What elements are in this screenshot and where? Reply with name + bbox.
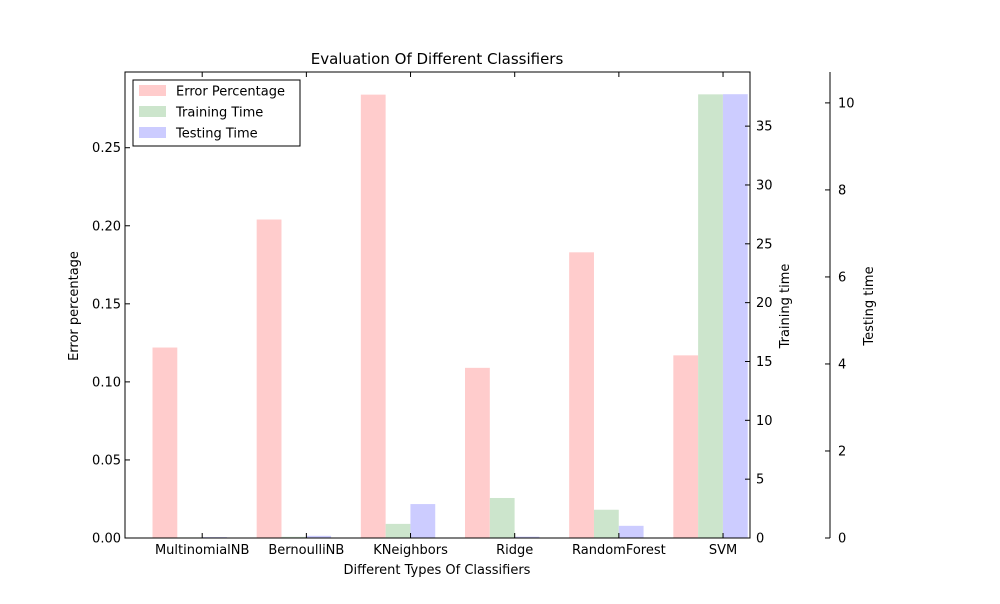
x-axis-label: Different Types Of Classifiers: [344, 563, 531, 578]
bar-training-time-4: [593, 509, 619, 538]
left-tick-label: 0.20: [92, 219, 121, 234]
x-tick-label: RandomForest: [572, 543, 666, 558]
bar-error-percentage-2: [360, 94, 386, 538]
training-tick-label: 15: [756, 355, 773, 370]
plot-border: [124, 71, 751, 539]
bar-training-time-3: [489, 497, 515, 538]
training-tick-label: 25: [756, 237, 773, 252]
testing-tick-label: 0: [838, 532, 846, 547]
left-tick-label: 0.25: [92, 141, 121, 156]
bar-error-percentage-4: [569, 252, 594, 538]
testing-tick-label: 4: [838, 357, 846, 372]
legend-swatch: [139, 127, 166, 138]
x-tick-label: Ridge: [496, 543, 533, 558]
x-tick-label: SVM: [709, 543, 737, 558]
bar-training-time-5: [698, 94, 723, 539]
left-tick-label: 0.10: [92, 375, 121, 390]
testing-tick-label: 6: [838, 270, 846, 285]
bar-testing-time-1: [306, 535, 332, 538]
testing-tick-label: 10: [838, 96, 855, 111]
bar-testing-time-3: [514, 536, 540, 538]
bar-testing-time-4: [618, 525, 644, 538]
bar-error-percentage-5: [673, 355, 699, 538]
bar-training-time-1: [281, 536, 307, 538]
legend-swatch: [139, 106, 166, 117]
legend: Error Percentage Training Time Testing Tim…: [132, 79, 301, 147]
plot-frame: [124, 71, 751, 539]
left-tick-label: 0.15: [92, 297, 121, 312]
bars-layer: [152, 94, 748, 539]
bar-error-percentage-1: [256, 219, 282, 538]
x-tick-label: MultinomialNB: [155, 543, 249, 558]
training-axis-label: Training time: [778, 264, 793, 350]
legend-swatch: [139, 85, 166, 96]
left-axis-label: Error percentage: [67, 251, 82, 361]
training-tick-label: 20: [756, 296, 773, 311]
bar-training-time-2: [385, 523, 411, 538]
bar-error-percentage-3: [465, 367, 490, 538]
left-tick-label: 0.05: [92, 453, 121, 468]
axes-layer: 0.00 0.05 0.10 0.15 0.20 0.25 0 5 10 15 20 25 30 35 0 2…: [92, 72, 855, 558]
training-tick-label: 5: [756, 473, 764, 488]
testing-tick-label: 8: [838, 183, 846, 198]
legend-label: Testing Time: [175, 127, 258, 142]
legend-label: Training Time: [175, 106, 263, 121]
training-tick-label: 10: [756, 414, 773, 429]
legend-label: Error Percentage: [176, 85, 285, 100]
left-tick-label: 0.00: [92, 532, 121, 547]
chart-title: Evaluation Of Different Classifiers: [311, 50, 564, 68]
training-tick-label: 30: [756, 178, 773, 193]
testing-axis-label: Testing time: [862, 266, 877, 346]
x-tick-label: KNeighbors: [373, 543, 448, 558]
training-tick-label: 35: [756, 120, 773, 135]
bar-testing-time-5: [722, 94, 748, 538]
training-tick-label: 0: [756, 532, 764, 547]
bar-testing-time-2: [410, 504, 436, 538]
testing-tick-label: 2: [838, 444, 846, 459]
bar-error-percentage-0: [152, 347, 178, 538]
x-tick-label: BernoulliNB: [268, 543, 344, 558]
